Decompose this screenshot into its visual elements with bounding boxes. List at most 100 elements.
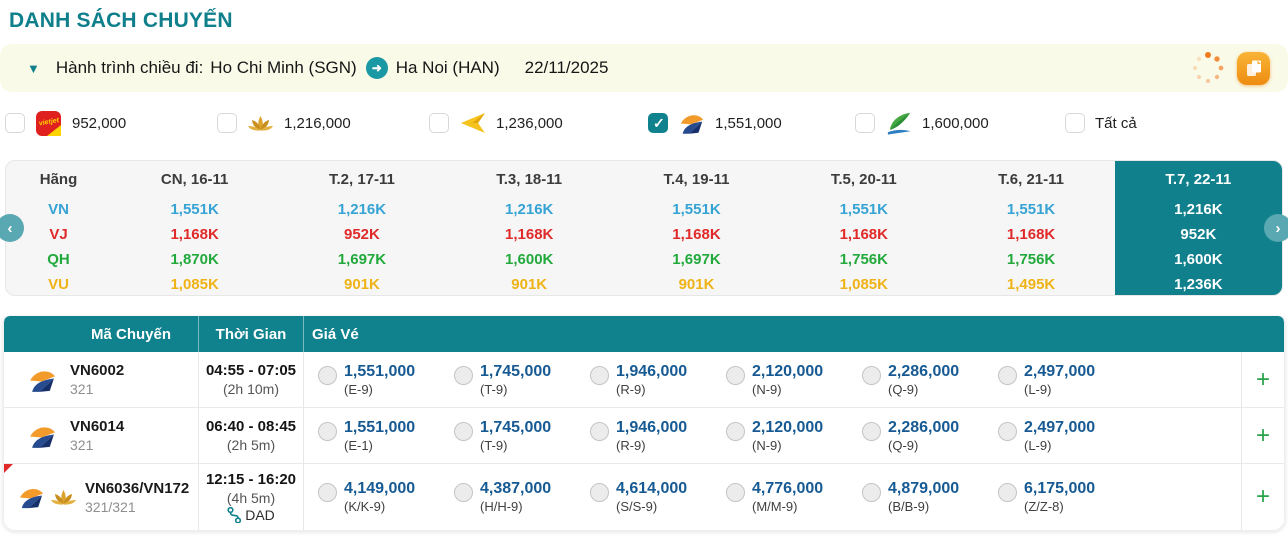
fare-option[interactable]: 4,879,000 (B/B-9) — [862, 480, 998, 514]
calendar-price[interactable]: 1,085K — [839, 276, 888, 293]
calendar-price[interactable]: 1,697K — [337, 251, 387, 268]
fare-radio[interactable] — [318, 365, 337, 385]
calendar-price[interactable]: 952K — [343, 226, 380, 243]
fare-radio[interactable] — [726, 365, 745, 385]
calendar-price-selected[interactable]: 1,236K — [1114, 272, 1282, 295]
fare-option[interactable]: 2,286,000 (Q-9) — [862, 419, 998, 453]
fare-option[interactable]: 1,946,000 (R-9) — [590, 419, 726, 453]
bamboo-checkbox[interactable] — [855, 113, 875, 133]
calendar-date[interactable]: T.6, 21-11 — [998, 170, 1064, 188]
lotus-checkbox[interactable] — [217, 113, 237, 133]
calendar-prev-button[interactable]: ‹ — [0, 214, 24, 242]
fare-radio[interactable] — [862, 421, 881, 441]
calendar-price-selected[interactable]: 1,216K — [1114, 197, 1282, 222]
bamboo-logo-icon — [885, 110, 912, 137]
fare-radio[interactable] — [454, 365, 473, 385]
fare-option[interactable]: 4,149,000 (K/K-9) — [318, 480, 454, 514]
calendar-date-selected[interactable]: T.7, 22-11 — [1114, 161, 1282, 197]
calendar-price[interactable]: 901K — [343, 276, 380, 293]
calendar-price[interactable]: 1,551K — [1006, 201, 1056, 218]
fare-option[interactable]: 2,286,000 (Q-9) — [862, 363, 998, 397]
calendar-next-button[interactable]: › — [1264, 214, 1288, 242]
fare-class: (L-9) — [1024, 437, 1052, 453]
chevron-down-icon[interactable]: ▼ — [27, 60, 40, 76]
expand-fares-button[interactable]: + — [1255, 483, 1270, 510]
calendar-price[interactable]: 1,870K — [170, 251, 219, 268]
vietjet-checkbox[interactable] — [5, 113, 25, 133]
fare-option[interactable]: 1,745,000 (T-9) — [454, 419, 590, 453]
fare-radio[interactable] — [862, 483, 881, 502]
fare-radio[interactable] — [726, 483, 745, 502]
fare-option[interactable]: 2,497,000 (L-9) — [998, 363, 1134, 397]
calendar-price[interactable]: 1,216K — [505, 201, 554, 218]
fare-price: 1,946,000 — [616, 362, 688, 380]
calendar-price[interactable]: 1,168K — [672, 226, 721, 243]
fare-radio[interactable] — [862, 365, 881, 385]
filter-vietnam-airlines[interactable]: 1,551,000 — [648, 110, 855, 137]
calendar-price[interactable]: 1,168K — [505, 226, 554, 243]
flight-row: VN6014 321 06:40 - 08:45 (2h 5m) 1,551,0… — [4, 408, 1284, 464]
fare-radio[interactable] — [590, 421, 609, 441]
fare-option[interactable]: 6,175,000 (Z/Z-8) — [998, 480, 1134, 514]
fare-option[interactable]: 4,776,000 (M/M-9) — [726, 480, 862, 514]
fare-radio[interactable] — [998, 421, 1017, 441]
fare-option[interactable]: 2,120,000 (N-9) — [726, 419, 862, 453]
filter-bamboo[interactable]: 1,600,000 — [855, 110, 1065, 137]
calendar-price[interactable]: 1,168K — [839, 226, 888, 243]
fare-option[interactable]: 1,551,000 (E-9) — [318, 363, 454, 397]
vietnam-airlines-checkbox[interactable] — [648, 113, 668, 133]
fare-radio[interactable] — [318, 483, 337, 502]
calendar-date[interactable]: T.4, 19-11 — [663, 170, 730, 188]
calendar-price[interactable]: 1,697K — [672, 251, 721, 268]
fare-radio[interactable] — [318, 421, 337, 441]
calendar-price[interactable]: 1,551K — [672, 201, 721, 218]
calendar-price[interactable]: 1,600K — [505, 251, 554, 268]
copy-button[interactable] — [1237, 51, 1270, 85]
fare-option[interactable]: 4,387,000 (H/H-9) — [454, 480, 590, 514]
calendar-price[interactable]: 1,756K — [1006, 251, 1056, 268]
calendar-price[interactable]: 1,216K — [337, 201, 387, 218]
fare-radio[interactable] — [454, 421, 473, 441]
calendar-price-selected[interactable]: 952K — [1114, 222, 1282, 247]
calendar-price[interactable]: 901K — [511, 276, 548, 293]
fare-radio[interactable] — [998, 483, 1017, 502]
flights-table-header: Mã Chuyến Thời Gian Giá Vé — [4, 316, 1284, 352]
calendar-price[interactable]: 1,168K — [1006, 226, 1056, 243]
calendar-price[interactable]: 1,756K — [839, 251, 888, 268]
fare-radio[interactable] — [726, 421, 745, 441]
filter-lotus[interactable]: 1,216,000 — [217, 110, 429, 137]
calendar-price[interactable]: 1,551K — [839, 201, 888, 218]
calendar-price[interactable]: 1,551K — [170, 201, 219, 218]
fare-option[interactable]: 2,497,000 (L-9) — [998, 419, 1134, 453]
journey-bar[interactable]: ▼ Hành trình chiều đi: Ho Chi Minh (SGN)… — [0, 44, 1288, 92]
calendar-date[interactable]: T.3, 18-11 — [496, 170, 563, 188]
expand-fares-button[interactable]: + — [1255, 421, 1270, 449]
calendar-date[interactable]: CN, 16-11 — [160, 170, 229, 188]
filter-vietjet[interactable]: 952,000 — [5, 110, 217, 137]
fare-price: 2,120,000 — [752, 418, 824, 436]
fare-class: (Q-9) — [888, 437, 919, 453]
calendar-date[interactable]: T.2, 17-11 — [328, 170, 395, 188]
filter-vietravel[interactable]: 1,236,000 — [429, 110, 648, 137]
fare-radio[interactable] — [998, 365, 1017, 385]
vietravel-checkbox[interactable] — [429, 113, 449, 133]
expand-fares-button[interactable]: + — [1255, 365, 1270, 393]
calendar-price[interactable]: 1,495K — [1006, 276, 1056, 293]
calendar-date[interactable]: T.5, 20-11 — [830, 170, 897, 188]
fare-price: 1,946,000 — [616, 418, 688, 436]
fare-option[interactable]: 1,745,000 (T-9) — [454, 363, 590, 397]
filter-all[interactable]: Tất cả — [1065, 113, 1137, 133]
calendar-price[interactable]: 901K — [678, 276, 715, 293]
all-checkbox[interactable] — [1065, 113, 1085, 133]
fare-option[interactable]: 4,614,000 (S/S-9) — [590, 480, 726, 514]
fare-option[interactable]: 1,551,000 (E-1) — [318, 419, 454, 453]
calendar-price[interactable]: 1,168K — [170, 226, 219, 243]
fare-option[interactable]: 2,120,000 (N-9) — [726, 363, 862, 397]
calendar-price-selected[interactable]: 1,600K — [1114, 247, 1282, 272]
fare-radio[interactable] — [590, 365, 609, 385]
calendar-price[interactable]: 1,085K — [170, 276, 219, 293]
fare-price: 2,286,000 — [888, 362, 960, 380]
fare-radio[interactable] — [454, 483, 473, 502]
fare-radio[interactable] — [590, 483, 609, 502]
fare-option[interactable]: 1,946,000 (R-9) — [590, 363, 726, 397]
